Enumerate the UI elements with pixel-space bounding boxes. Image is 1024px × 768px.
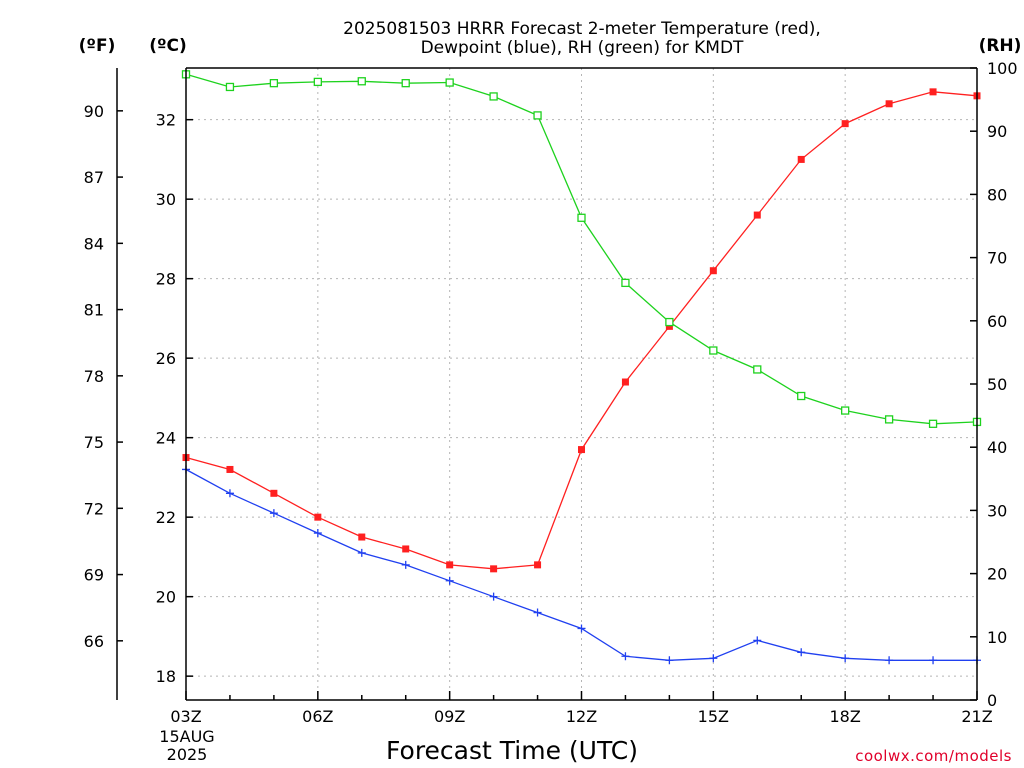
- celsius-tick-label: 28: [156, 270, 176, 289]
- rh-point: [358, 78, 365, 85]
- celsius-unit-label: (ºC): [149, 36, 187, 56]
- x-tick-label: 03Z: [170, 707, 201, 726]
- celsius-tick-label: 20: [156, 588, 176, 607]
- rh-tick-label: 50: [987, 375, 1007, 394]
- rh-tick-label: 10: [987, 628, 1007, 647]
- dewpoint-point: [534, 609, 542, 617]
- rh-point: [622, 279, 629, 286]
- celsius-tick-label: 32: [156, 111, 176, 130]
- dewpoint-point: [358, 549, 366, 557]
- fahrenheit-tick-label: 84: [84, 234, 104, 253]
- rh-tick-label: 90: [987, 122, 1007, 141]
- dewpoint-point: [885, 656, 893, 664]
- celsius-tick-label: 24: [156, 429, 176, 448]
- temperature-point: [842, 120, 849, 127]
- fahrenheit-tick-label: 78: [84, 367, 104, 386]
- fahrenheit-tick-label: 90: [84, 102, 104, 121]
- fahrenheit-tick-label: 72: [84, 499, 104, 518]
- temperature-point: [490, 565, 497, 572]
- temperature-point: [358, 534, 365, 541]
- dewpoint-point: [578, 624, 586, 632]
- temperature-point: [314, 514, 321, 521]
- rh-tick-label: 100: [987, 59, 1018, 78]
- temperature-point: [754, 212, 761, 219]
- temperature-point: [402, 545, 409, 552]
- x-tick-label: 09Z: [434, 707, 465, 726]
- temperature-point: [930, 88, 937, 95]
- x-axis-title: Forecast Time (UTC): [386, 736, 638, 765]
- rh-point: [842, 407, 849, 414]
- dewpoint-point: [621, 652, 629, 660]
- chart-svg: 2025081503 HRRR Forecast 2-meter Tempera…: [0, 0, 1024, 768]
- rh-tick-label: 20: [987, 565, 1007, 584]
- x-tick-label: 18Z: [830, 707, 861, 726]
- temperature-series-line: [186, 92, 977, 569]
- dewpoint-point: [446, 577, 454, 585]
- x-tick-label: 12Z: [566, 707, 597, 726]
- rh-tick-label: 30: [987, 501, 1007, 520]
- rh-tick-label: 40: [987, 438, 1007, 457]
- fahrenheit-tick-label: 87: [84, 168, 104, 187]
- temperature-point: [798, 156, 805, 163]
- rh-unit-label: (RH): [979, 36, 1022, 56]
- temperature-point: [710, 267, 717, 274]
- temperature-point: [886, 100, 893, 107]
- temperature-point: [622, 379, 629, 386]
- celsius-tick-label: 22: [156, 508, 176, 527]
- temperature-point: [446, 561, 453, 568]
- rh-point: [270, 80, 277, 87]
- x-date-line2: 2025: [167, 745, 208, 764]
- rh-point: [402, 80, 409, 87]
- temperature-point: [226, 466, 233, 473]
- dewpoint-point: [797, 648, 805, 656]
- dewpoint-point: [270, 509, 278, 517]
- axes-group: 6669727578818487901820222426283032010203…: [84, 59, 1018, 726]
- rh-point: [226, 83, 233, 90]
- rh-point: [930, 420, 937, 427]
- fahrenheit-tick-label: 81: [84, 301, 104, 320]
- fahrenheit-tick-label: 66: [84, 632, 104, 651]
- rh-tick-label: 80: [987, 185, 1007, 204]
- dewpoint-point: [841, 654, 849, 662]
- rh-point: [798, 393, 805, 400]
- rh-point: [754, 366, 761, 373]
- dewpoint-point: [226, 489, 234, 497]
- rh-point: [710, 347, 717, 354]
- dewpoint-point: [753, 636, 761, 644]
- rh-tick-label: 70: [987, 249, 1007, 268]
- rh-point: [578, 214, 585, 221]
- fahrenheit-tick-label: 75: [84, 433, 104, 452]
- rh-point: [446, 79, 453, 86]
- rh-point: [534, 112, 541, 119]
- dewpoint-point: [665, 656, 673, 664]
- temperature-point: [270, 490, 277, 497]
- x-date-line1: 15AUG: [159, 727, 214, 746]
- rh-point: [886, 416, 893, 423]
- dewpoint-point: [314, 529, 322, 537]
- temperature-point: [578, 446, 585, 453]
- grid-lines: [186, 68, 977, 700]
- credit-link[interactable]: coolwx.com/models: [855, 747, 1012, 765]
- celsius-tick-label: 30: [156, 190, 176, 209]
- dewpoint-point: [709, 654, 717, 662]
- dewpoint-point: [402, 561, 410, 569]
- dewpoint-point: [490, 593, 498, 601]
- x-tick-label: 21Z: [961, 707, 992, 726]
- rh-tick-label: 60: [987, 312, 1007, 331]
- temperature-point: [534, 561, 541, 568]
- rh-point: [666, 319, 673, 326]
- chart-title-line2: Dewpoint (blue), RH (green) for KMDT: [421, 38, 744, 58]
- celsius-tick-label: 18: [156, 667, 176, 686]
- rh-point: [490, 93, 497, 100]
- celsius-tick-label: 26: [156, 349, 176, 368]
- x-tick-label: 15Z: [698, 707, 729, 726]
- x-tick-label: 06Z: [302, 707, 333, 726]
- rh-point: [314, 78, 321, 85]
- fahrenheit-unit-label: (ºF): [79, 36, 116, 56]
- fahrenheit-tick-label: 69: [84, 566, 104, 585]
- dewpoint-point: [929, 656, 937, 664]
- chart-title-line1: 2025081503 HRRR Forecast 2-meter Tempera…: [343, 19, 821, 39]
